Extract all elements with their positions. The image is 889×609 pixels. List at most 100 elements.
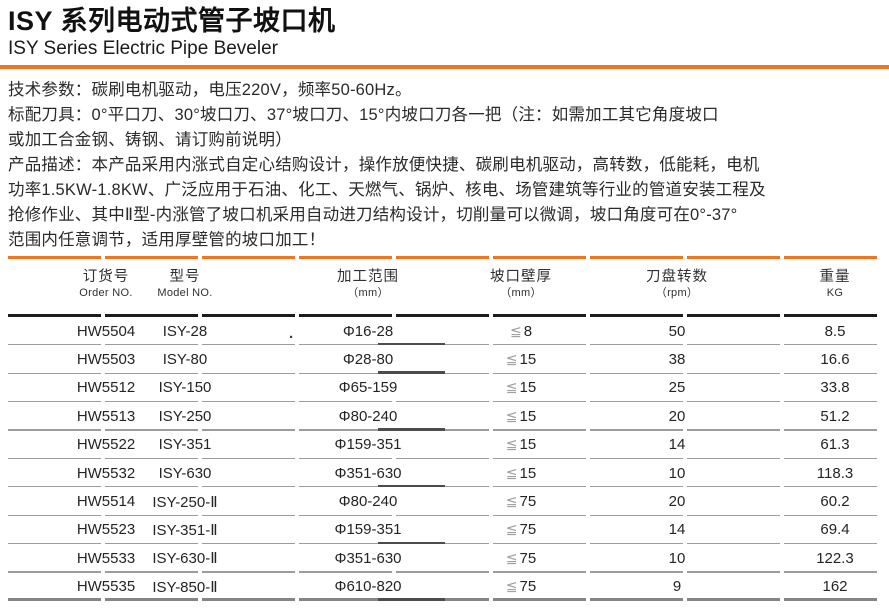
cell-wall-thickness: ≦ 15 <box>444 408 598 425</box>
table-row: HW5522 ISY-351 Φ159-351 ≦ 15 14 61.3 <box>8 431 881 460</box>
cell-working-range: Φ28-80 <box>342 351 394 369</box>
cell-wall-thickness: ≦ 15 <box>444 436 598 453</box>
cell-rpm: 25 <box>668 379 686 397</box>
cell-model-no: ISY-150 <box>158 379 212 397</box>
cell-wall-thickness: ≦ 75 <box>444 521 598 538</box>
column-header-wall-thickness: 坡口壁厚 （mm） <box>444 259 598 314</box>
thickness-value: 75 <box>519 549 537 567</box>
cell-model-no: ISY-630 <box>158 464 212 482</box>
cell-model-no: ISY-351 <box>158 436 212 454</box>
column-header-sublabel: （mm） <box>347 287 389 299</box>
column-header-sublabel: KG <box>826 287 844 299</box>
cell-wall-thickness: ≦ 75 <box>444 550 598 567</box>
cell-rpm: 10 <box>668 549 686 567</box>
column-header-sublabel: （rpm） <box>655 287 699 299</box>
table-row: HW5532 ISY-630 Φ351-630 ≦ 15 10 118.3 <box>8 459 881 488</box>
column-header-label: 型号 <box>169 269 201 285</box>
cell-wall-thickness: ≦ 75 <box>444 578 598 595</box>
page-title: ISY 系列电动式管子坡口机 <box>8 6 336 36</box>
page-subtitle: ISY Series Electric Pipe Beveler <box>8 38 278 59</box>
less-equal-symbol: ≦ <box>505 464 518 481</box>
cell-order-no: HW5513 <box>76 407 136 425</box>
column-header-working-range: 加工范围 （mm） <box>276 259 444 314</box>
cell-weight: 51.2 <box>820 407 850 425</box>
column-header-label: 加工范围 <box>337 269 399 285</box>
less-equal-symbol: ≦ <box>505 521 518 538</box>
table-row: HW5523 ISY-351-Ⅱ Φ159-351 ≦ 75 14 69.4 <box>8 516 881 545</box>
column-header-label: 刀盘转数 <box>646 269 708 285</box>
cell-order-no: HW5504 <box>76 322 136 340</box>
cell-model-no: ISY-250 <box>158 407 212 425</box>
thickness-value: 75 <box>519 493 537 511</box>
cell-order-no: HW5503 <box>76 351 136 369</box>
table-row: HW5503 ISY-80 Φ28-80 ≦ 15 38 16.6 <box>8 345 881 375</box>
cell-working-range: Φ610-820 <box>334 578 402 596</box>
thickness-value: 15 <box>519 351 537 369</box>
cell-model-no: ISY-250-Ⅱ <box>152 493 218 511</box>
cell-working-range: Φ159-351 <box>334 436 402 454</box>
cell-weight: 60.2 <box>820 493 850 511</box>
cell-rpm: 10 <box>668 464 686 482</box>
cell-order-no: HW5535 <box>76 578 136 596</box>
cell-order-no: HW5514 <box>76 493 136 511</box>
thickness-value: 15 <box>519 464 537 482</box>
thickness-value: 75 <box>519 521 537 539</box>
table-row: HW5533 ISY-630-Ⅱ Φ351-630 ≦ 75 10 122.3 <box>8 544 881 573</box>
cell-rpm: 50 <box>668 322 686 340</box>
intro-line: 抢修作业、其中Ⅱ型-内涨管了坡口机采用自动进刀结构设计，切削量可以微调，坡口角度… <box>8 206 738 224</box>
intro-line: 产品描述：本产品采用内涨式自定心结购设计，操作放便快捷、碳刷电机驱动，高转数，低… <box>8 156 760 174</box>
cell-rpm: 20 <box>668 407 686 425</box>
cell-working-range: Φ159-351 <box>334 521 402 539</box>
table-top-rule <box>8 256 881 259</box>
cell-weight: 8.5 <box>824 322 846 340</box>
column-header-model-no: 型号 Model NO. <box>145 259 276 314</box>
table-row: HW5513 ISY-250 Φ80-240 ≦ 15 20 51.2 <box>8 402 881 431</box>
table-row: HW5535 ISY-850-Ⅱ Φ610-820 ≦ 75 9 162 <box>8 573 881 602</box>
intro-line: 功率1.5KW-1.8KW、广泛应用于石油、化工、天燃气、锅炉、核电、场管建筑等… <box>8 181 766 199</box>
product-description: 技术参数：碳刷电机驱动，电压220V，频率50-60Hz。 标配刀具：0°平口刀… <box>8 78 881 253</box>
cell-working-range: Φ65-159 <box>338 379 398 397</box>
cell-wall-thickness: ≦ 75 <box>444 493 598 510</box>
spec-table: 订货号 Order NO. 型号 Model NO. 加工范围 （mm） 坡口壁… <box>8 256 881 602</box>
cell-weight: 162 <box>822 578 848 596</box>
accent-divider <box>0 65 889 69</box>
less-equal-symbol: ≦ <box>505 351 518 368</box>
cell-wall-thickness: ≦ 15 <box>444 379 598 396</box>
cell-rpm: 14 <box>668 436 686 454</box>
column-header-sublabel: Order NO. <box>79 287 133 299</box>
cell-weight: 69.4 <box>820 521 850 539</box>
table-row: HW5504 ISY-28 . Φ16-28 ≦ 8 50 8.5 <box>8 317 881 346</box>
cell-order-no: HW5533 <box>76 549 136 567</box>
less-equal-symbol: ≦ <box>509 322 522 339</box>
cell-model-no: ISY-80 <box>162 351 208 369</box>
cell-order-no: HW5512 <box>76 379 136 397</box>
less-equal-symbol: ≦ <box>505 549 518 566</box>
cell-weight: 61.3 <box>820 436 850 454</box>
cell-wall-thickness: ≦ 15 <box>444 465 598 482</box>
cell-order-no: HW5523 <box>76 521 136 539</box>
stray-dot-mark: . <box>289 324 294 342</box>
intro-line: 技术参数：碳刷电机驱动，电压220V，频率50-60Hz。 <box>8 81 412 99</box>
thickness-value: 15 <box>519 407 537 425</box>
cell-rpm: 38 <box>668 351 686 369</box>
less-equal-symbol: ≦ <box>505 379 518 396</box>
intro-line: 范围内任意调节，适用厚壁管的坡口加工！ <box>8 231 326 249</box>
column-header-sublabel: （mm） <box>500 287 542 299</box>
column-header-label: 坡口壁厚 <box>490 269 552 285</box>
thickness-value: 8 <box>523 322 533 340</box>
cell-rpm: 9 <box>672 578 682 596</box>
cell-order-no: HW5522 <box>76 436 136 454</box>
less-equal-symbol: ≦ <box>505 493 518 510</box>
cell-model-no: ISY-28 . <box>145 323 293 342</box>
column-header-order-no: 订货号 Order NO. <box>8 259 145 314</box>
intro-line: 或加工合金钢、铸钢、请订购前说明） <box>8 131 292 149</box>
table-row: HW5512 ISY-150 Φ65-159 ≦ 15 25 33.8 <box>8 374 881 403</box>
cell-model-no: ISY-850-Ⅱ <box>152 578 218 596</box>
column-header-sublabel: Model NO. <box>157 287 213 299</box>
cell-weight: 33.8 <box>820 379 850 397</box>
table-header: 订货号 Order NO. 型号 Model NO. 加工范围 （mm） 坡口壁… <box>8 259 881 314</box>
cell-rpm: 20 <box>668 493 686 511</box>
cell-wall-thickness: ≦ 8 <box>444 323 598 340</box>
column-header-label: 订货号 <box>82 269 130 285</box>
